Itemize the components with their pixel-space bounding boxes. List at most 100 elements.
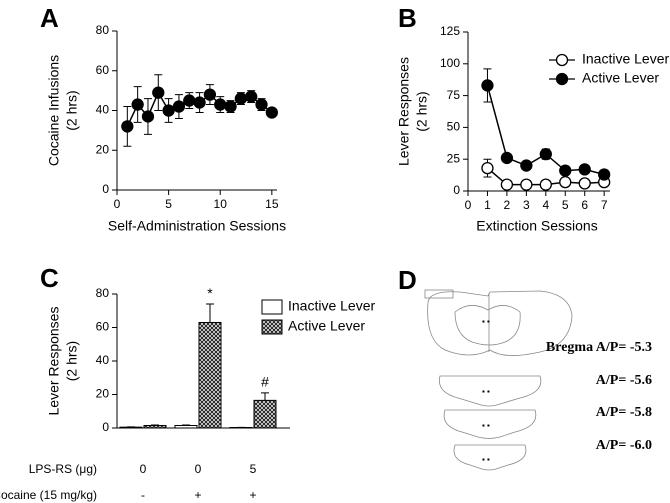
x-tick-label: 5 xyxy=(562,198,569,212)
bar xyxy=(143,424,167,429)
y-tick-label: 0 xyxy=(453,183,460,197)
annotation: * xyxy=(207,285,213,301)
y-tick-label: 60 xyxy=(96,320,110,334)
x-tick-label: 5 xyxy=(165,197,172,211)
data-point xyxy=(481,79,494,92)
y-tick-label: 80 xyxy=(96,286,110,300)
data-point xyxy=(152,86,165,99)
x-axis-label: Extinction Sessions xyxy=(476,218,597,234)
legend-marker xyxy=(555,53,569,67)
brain-sections: ▪ ▪ ▪ ▪ ▪ ▪ ▪ ▪ xyxy=(424,289,573,471)
data-point xyxy=(500,151,514,165)
y-tick-label: 60 xyxy=(96,63,110,77)
data-point xyxy=(559,164,572,177)
y-tick-label: 40 xyxy=(96,353,110,367)
marker: ▪ ▪ xyxy=(482,387,490,396)
y-axis-label: Cocaine Infusions xyxy=(46,55,62,166)
panel-letter: C xyxy=(40,263,59,293)
y-tick-label: 125 xyxy=(440,24,460,38)
legend-swatch xyxy=(261,299,283,315)
bar xyxy=(119,426,143,429)
data-point xyxy=(234,92,248,105)
y-tick-label: 100 xyxy=(440,56,460,70)
row-value: 0 xyxy=(195,462,202,476)
bar xyxy=(174,424,198,429)
data-point xyxy=(598,168,611,181)
section-label: Bregma A/P= -5.3 xyxy=(546,340,652,355)
data-point xyxy=(224,100,237,113)
data-point xyxy=(214,98,227,111)
row-value: 5 xyxy=(250,462,257,476)
x-tick-label: 0 xyxy=(465,198,472,212)
data-point xyxy=(183,94,196,107)
data-point xyxy=(265,106,278,119)
row-value: 0 xyxy=(140,462,147,476)
x-tick-label: 2 xyxy=(504,198,511,212)
data-point xyxy=(559,175,572,189)
data-point xyxy=(578,163,591,176)
section-label: A/P= -6.0 xyxy=(596,438,652,453)
legend-label: Inactive Lever xyxy=(288,298,375,314)
x-tick-label: 0 xyxy=(114,197,121,211)
marker: ▪ ▪ xyxy=(482,455,490,464)
error-bar xyxy=(261,392,269,401)
data-point xyxy=(245,90,258,103)
bar xyxy=(253,399,277,429)
data-point xyxy=(539,147,552,161)
data-point xyxy=(578,177,591,190)
data-point xyxy=(203,88,217,101)
x-tick-label: 4 xyxy=(542,198,549,212)
data-point xyxy=(121,120,134,133)
row-value: + xyxy=(194,488,201,502)
data-point xyxy=(481,161,494,175)
y-tick-label: 20 xyxy=(96,387,110,401)
y-tick-label: 25 xyxy=(447,151,461,165)
data-point xyxy=(141,110,155,123)
y-axis-label: Lever Responses xyxy=(396,57,412,166)
bar xyxy=(229,426,253,429)
row-value: + xyxy=(249,488,256,502)
data-point xyxy=(162,104,175,117)
x-tick-label: 3 xyxy=(523,198,530,212)
bar xyxy=(198,321,222,429)
y-tick-label: 80 xyxy=(96,23,110,37)
section-label: A/P= -5.8 xyxy=(596,405,652,420)
y-tick-label: 0 xyxy=(102,420,109,434)
panel-letter: B xyxy=(398,3,417,33)
y-tick-label: 50 xyxy=(447,120,461,134)
data-point xyxy=(520,159,533,172)
marker: ▪ ▪ xyxy=(482,317,490,326)
panel-letter: D xyxy=(398,265,417,295)
legend-label: Active Lever xyxy=(288,318,365,334)
legend-label: Inactive Lever xyxy=(582,51,669,67)
y-axis-label: (2 hrs) xyxy=(414,91,430,131)
data-point xyxy=(500,178,514,191)
marker: ▪ ▪ xyxy=(482,421,490,430)
y-axis-label: (2 hrs) xyxy=(64,341,80,381)
section-label: A/P= -5.6 xyxy=(596,373,652,388)
x-tick-label: 6 xyxy=(581,198,588,212)
y-tick-label: 75 xyxy=(447,88,461,102)
x-tick-label: 1 xyxy=(484,198,491,212)
legend-marker xyxy=(555,72,569,86)
panel-letter: A xyxy=(40,3,59,33)
row-value: - xyxy=(141,488,145,502)
y-axis-label: (2 hrs) xyxy=(64,90,80,130)
annotation: # xyxy=(261,374,269,390)
legend-label: Active Lever xyxy=(582,70,659,86)
x-tick-label: 10 xyxy=(214,197,228,211)
legend-swatch xyxy=(261,319,283,335)
data-point xyxy=(193,96,206,109)
x-tick-label: 7 xyxy=(601,198,608,212)
row-label: Cocaine (15 mg/kg) xyxy=(0,488,97,502)
data-point xyxy=(520,178,533,191)
y-tick-label: 20 xyxy=(96,142,110,156)
data-point xyxy=(255,98,268,111)
y-tick-label: 0 xyxy=(102,182,109,196)
y-axis-label: Lever Responses xyxy=(46,307,62,416)
x-tick-label: 15 xyxy=(265,197,279,211)
row-label: LPS-RS (μg) xyxy=(29,462,97,476)
error-bar xyxy=(206,303,214,323)
y-tick-label: 40 xyxy=(96,103,110,117)
